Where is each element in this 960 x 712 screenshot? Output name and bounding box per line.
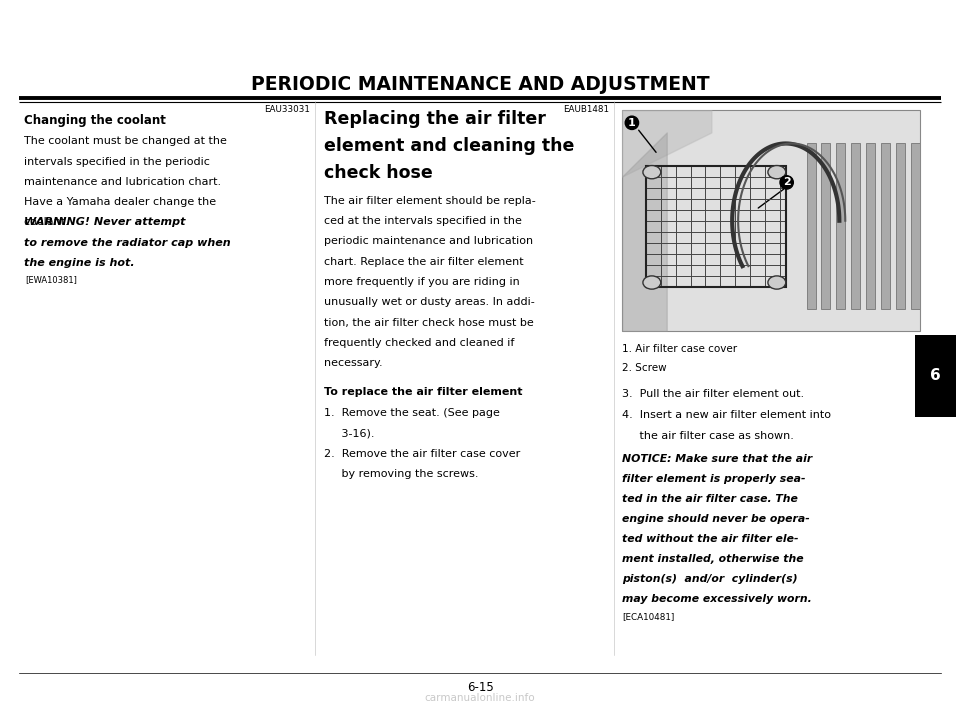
Text: 3.  Pull the air filter element out.: 3. Pull the air filter element out.	[622, 389, 804, 399]
Text: chart. Replace the air filter element: chart. Replace the air filter element	[324, 257, 524, 267]
Text: ted in the air filter case. The: ted in the air filter case. The	[622, 494, 798, 504]
Text: To replace the air filter element: To replace the air filter element	[324, 387, 523, 397]
Text: periodic maintenance and lubrication: periodic maintenance and lubrication	[324, 236, 534, 246]
Text: check hose: check hose	[324, 164, 433, 182]
Text: WARNING! Never attempt: WARNING! Never attempt	[24, 217, 185, 227]
FancyBboxPatch shape	[622, 110, 920, 331]
Text: EAUB1481: EAUB1481	[564, 105, 610, 114]
Text: the engine is hot.: the engine is hot.	[24, 258, 134, 268]
Text: 1.  Remove the seat. (See page: 1. Remove the seat. (See page	[324, 408, 500, 418]
Text: necessary.: necessary.	[324, 358, 383, 368]
Text: maintenance and lubrication chart.: maintenance and lubrication chart.	[24, 177, 221, 187]
Text: element and cleaning the: element and cleaning the	[324, 137, 575, 155]
Text: PERIODIC MAINTENANCE AND ADJUSTMENT: PERIODIC MAINTENANCE AND ADJUSTMENT	[251, 75, 709, 93]
Text: 3-16).: 3-16).	[324, 429, 375, 439]
Text: Changing the coolant: Changing the coolant	[24, 114, 166, 127]
Text: piston(s)  and/or  cylinder(s): piston(s) and/or cylinder(s)	[622, 574, 798, 584]
Text: by removing the screws.: by removing the screws.	[324, 469, 479, 479]
Text: to remove the radiator cap when: to remove the radiator cap when	[24, 238, 230, 248]
Text: [ECA10481]: [ECA10481]	[622, 612, 675, 621]
Text: 6-15: 6-15	[467, 681, 493, 693]
Text: 6: 6	[930, 368, 941, 383]
Text: frequently checked and cleaned if: frequently checked and cleaned if	[324, 337, 515, 348]
Text: EAU33031: EAU33031	[264, 105, 310, 114]
Text: Replacing the air filter: Replacing the air filter	[324, 110, 546, 128]
Text: Have a Yamaha dealer change the: Have a Yamaha dealer change the	[24, 197, 216, 207]
Text: the air filter case as shown.: the air filter case as shown.	[622, 431, 794, 441]
Text: The coolant must be changed at the: The coolant must be changed at the	[24, 136, 227, 146]
FancyBboxPatch shape	[916, 335, 956, 417]
Text: NOTICE: Make sure that the air: NOTICE: Make sure that the air	[622, 454, 812, 464]
Text: 4.  Insert a new air filter element into: 4. Insert a new air filter element into	[622, 410, 831, 420]
Text: 1. Air filter case cover: 1. Air filter case cover	[622, 344, 737, 354]
Text: coolant.: coolant.	[24, 217, 76, 227]
Text: carmanualonline.info: carmanualonline.info	[424, 693, 536, 703]
Text: unusually wet or dusty areas. In addi-: unusually wet or dusty areas. In addi-	[324, 298, 536, 308]
Text: ment installed, otherwise the: ment installed, otherwise the	[622, 554, 804, 564]
Text: engine should never be opera-: engine should never be opera-	[622, 514, 810, 524]
Text: 2.  Remove the air filter case cover: 2. Remove the air filter case cover	[324, 449, 520, 459]
Text: ced at the intervals specified in the: ced at the intervals specified in the	[324, 216, 522, 226]
Text: filter element is properly sea-: filter element is properly sea-	[622, 474, 805, 484]
Text: more frequently if you are riding in: more frequently if you are riding in	[324, 277, 520, 287]
Text: 2. Screw: 2. Screw	[622, 362, 666, 372]
Text: ted without the air filter ele-: ted without the air filter ele-	[622, 534, 799, 544]
Text: [EWA10381]: [EWA10381]	[25, 276, 77, 284]
Text: may become excessively worn.: may become excessively worn.	[622, 594, 812, 604]
Text: tion, the air filter check hose must be: tion, the air filter check hose must be	[324, 318, 534, 328]
Text: The air filter element should be repla-: The air filter element should be repla-	[324, 196, 537, 206]
Text: intervals specified in the periodic: intervals specified in the periodic	[24, 157, 210, 167]
